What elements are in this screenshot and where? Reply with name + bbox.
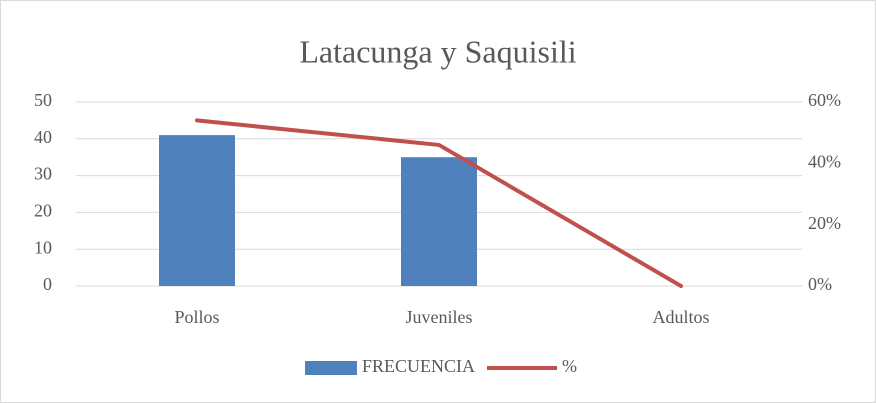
- y-tick-label: 40: [34, 127, 52, 147]
- x-tick-label: Pollos: [174, 307, 219, 327]
- chart-title: Latacunga y Saquisili: [299, 33, 576, 69]
- y-tick-label: 10: [34, 237, 52, 257]
- bar: [159, 135, 235, 286]
- bar: [401, 157, 477, 286]
- y2-tick-label: 0%: [808, 274, 832, 294]
- y-tick-label: 20: [34, 201, 52, 221]
- y-tick-label: 30: [34, 164, 52, 184]
- legend-swatch: [305, 361, 357, 375]
- y-tick-label: 50: [34, 90, 52, 110]
- line-series: [195, 118, 683, 288]
- y-tick-label: 0: [43, 274, 52, 294]
- y2-tick-label: 20%: [808, 213, 841, 233]
- x-tick-label: Juveniles: [406, 307, 473, 327]
- legend-label: %: [562, 356, 577, 376]
- y2-tick-label: 40%: [808, 151, 841, 171]
- x-tick-label: Adultos: [652, 307, 709, 327]
- legend-label: FRECUENCIA: [362, 356, 475, 376]
- y2-tick-label: 60%: [808, 90, 841, 110]
